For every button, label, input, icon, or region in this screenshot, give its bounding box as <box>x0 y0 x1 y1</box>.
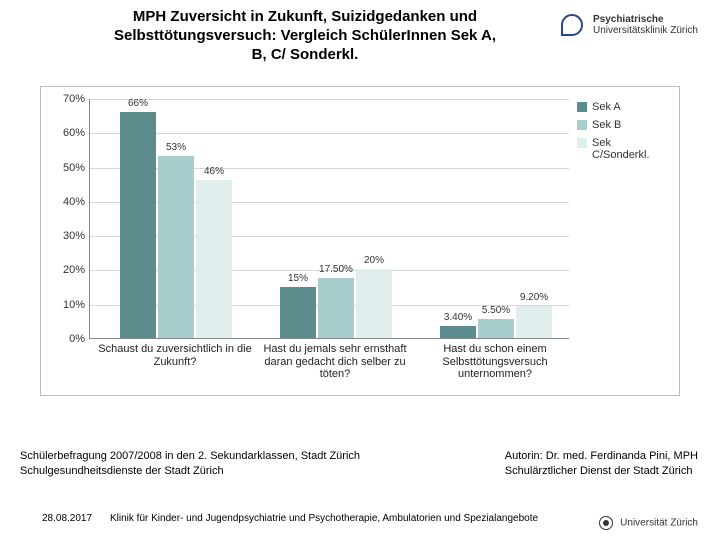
gridline <box>90 133 569 134</box>
uzh-line1: Universität <box>620 518 667 529</box>
x-category-label: Schaust du zuversichtlich in die Zukunft… <box>95 343 255 368</box>
legend-swatch <box>577 138 587 148</box>
y-tick-label: 30% <box>51 230 85 242</box>
gridline <box>90 99 569 100</box>
y-tick-label: 50% <box>51 162 85 174</box>
bar: 15% <box>280 287 316 338</box>
bar-value-label: 3.40% <box>440 312 476 323</box>
legend-label: Sek A <box>592 101 621 113</box>
author-line1: Autorin: Dr. med. Ferdinanda Pini, MPH <box>505 449 698 463</box>
bar-value-label: 66% <box>120 98 156 109</box>
y-tick-label: 10% <box>51 299 85 311</box>
author-text: Autorin: Dr. med. Ferdinanda Pini, MPH S… <box>505 449 698 478</box>
chart-legend: Sek A Sek B Sek C/Sonderkl. <box>577 101 669 167</box>
bar-value-label: 53% <box>158 142 194 153</box>
footer-date: 28.08.2017 <box>42 513 92 524</box>
legend-swatch <box>577 102 587 112</box>
y-tick-label: 0% <box>51 333 85 345</box>
source-line1: Schülerbefragung 2007/2008 in den 2. Sek… <box>20 449 360 463</box>
chart-plot-area: 66%53%46%15%17.50%20%3.40%5.50%9.20% <box>89 99 569 339</box>
source-line2: Schulgesundheitsdienste der Stadt Zürich <box>20 464 360 478</box>
clinic-logo-icon <box>561 14 583 36</box>
bar: 53% <box>158 156 194 338</box>
bar-value-label: 17.50% <box>318 264 354 275</box>
chart-container: 0%10%20%30%40%50%60%70% 66%53%46%15%17.5… <box>40 86 680 396</box>
y-tick-label: 70% <box>51 93 85 105</box>
legend-label: Sek B <box>592 119 621 131</box>
bar: 17.50% <box>318 278 354 338</box>
bar-value-label: 9.20% <box>516 292 552 303</box>
x-category-label: Hast du schon einem Selbsttötungsversuch… <box>415 343 575 381</box>
logo-psychiatric-clinic: Psychiatrische Universitätsklinik Zürich <box>533 14 698 36</box>
page-title: MPH Zuversicht in Zukunft, Suizidgedanke… <box>110 8 500 64</box>
source-text: Schülerbefragung 2007/2008 in den 2. Sek… <box>20 449 360 478</box>
legend-item: Sek A <box>577 101 669 113</box>
bar-value-label: 5.50% <box>478 305 514 316</box>
footer-text: Klinik für Kinder- und Jugendpsychiatrie… <box>110 513 538 524</box>
bar-value-label: 15% <box>280 273 316 284</box>
bar: 9.20% <box>516 306 552 338</box>
legend-swatch <box>577 120 587 130</box>
legend-item: Sek C/Sonderkl. <box>577 137 669 161</box>
author-line2: Schulärztlicher Dienst der Stadt Zürich <box>505 464 698 478</box>
logo-line1: Psychiatrische <box>593 14 664 25</box>
bar: 5.50% <box>478 319 514 338</box>
logo-university: Universität Zürich <box>599 516 698 530</box>
bar: 66% <box>120 112 156 338</box>
y-tick-label: 60% <box>51 127 85 139</box>
y-tick-label: 20% <box>51 264 85 276</box>
bar-value-label: 20% <box>356 255 392 266</box>
bar: 3.40% <box>440 326 476 338</box>
x-category-label: Hast du jemals sehr ernsthaft daran geda… <box>255 343 415 381</box>
legend-item: Sek B <box>577 119 669 131</box>
uzh-line2: Zürich <box>670 518 698 529</box>
bar: 46% <box>196 180 232 338</box>
uzh-logo-icon <box>599 516 613 530</box>
bar-value-label: 46% <box>196 166 232 177</box>
legend-label: Sek C/Sonderkl. <box>592 137 669 161</box>
y-tick-label: 40% <box>51 196 85 208</box>
bar: 20% <box>356 269 392 338</box>
logo-line2: Universitätsklinik Zürich <box>593 25 698 36</box>
